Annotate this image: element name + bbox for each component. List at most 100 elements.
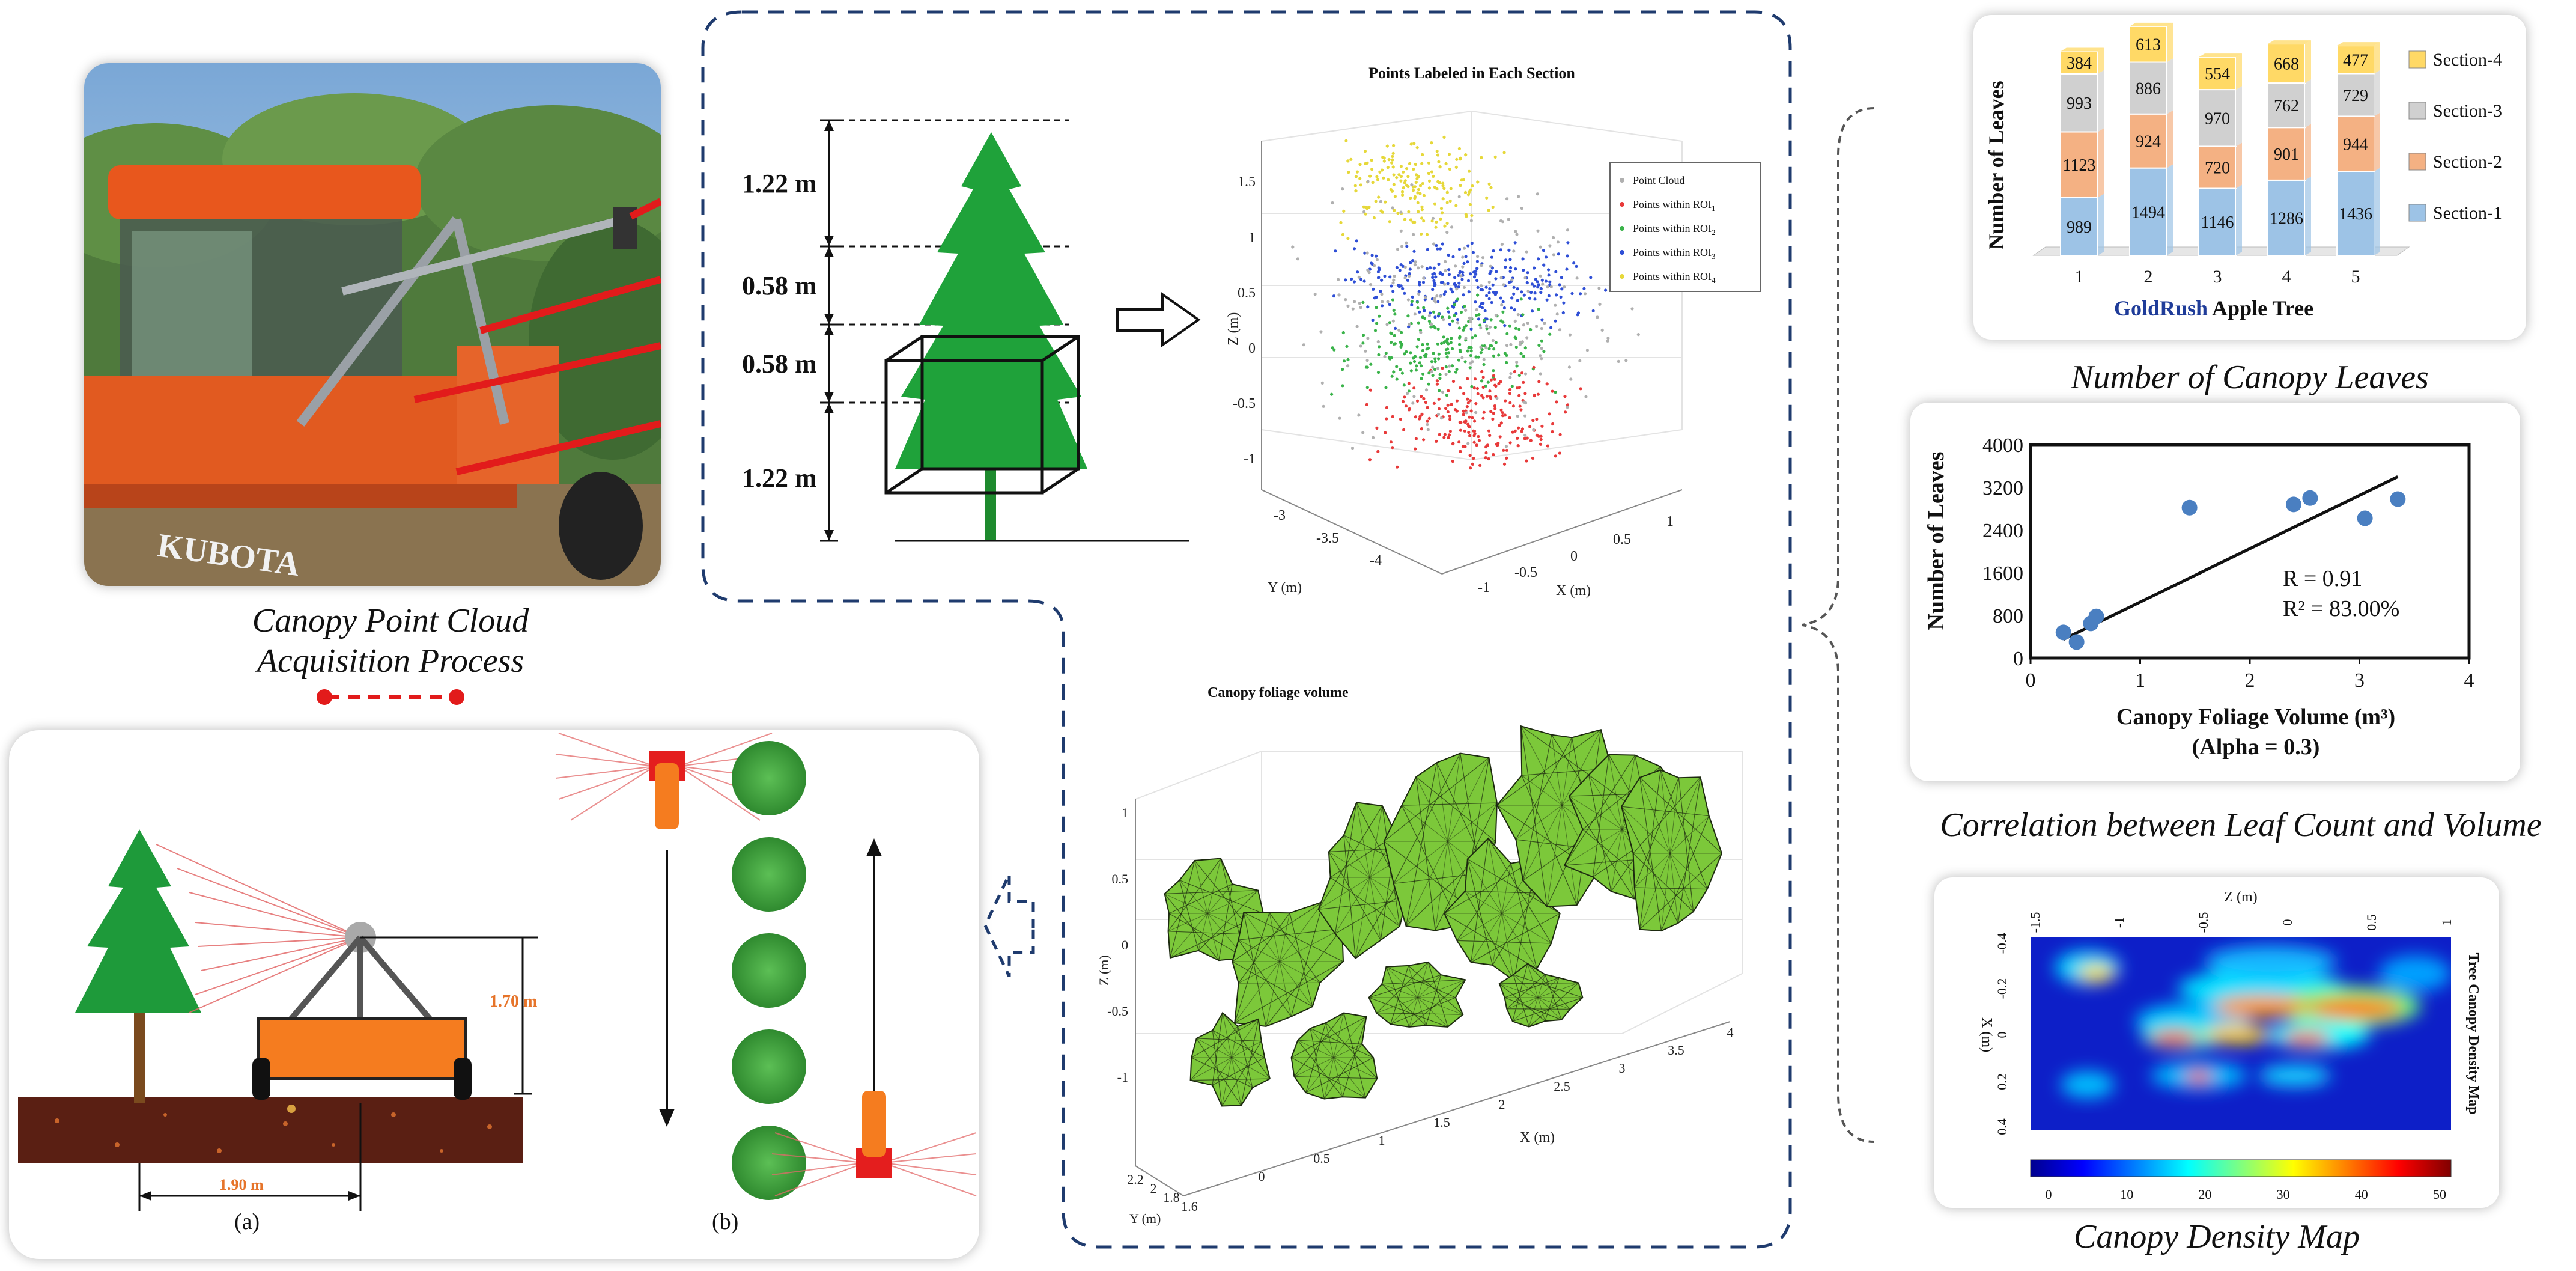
section-height-4: 1.22 m — [742, 169, 817, 198]
points-z-tick: 0 — [1248, 341, 1256, 356]
cloud-dot — [1438, 373, 1442, 376]
cloud-dot — [1376, 178, 1380, 181]
cloud-dot — [1427, 371, 1431, 375]
volume-y-tick: 2 — [1150, 1181, 1157, 1196]
cloud-dot — [1476, 392, 1480, 396]
bar-segment — [2198, 89, 2237, 147]
cloud-dot — [1425, 233, 1429, 236]
cloud-dot — [1406, 314, 1410, 318]
cloud-dot — [1584, 292, 1587, 296]
cloud-dot — [1551, 430, 1554, 434]
cloud-dot — [1487, 347, 1491, 350]
cloud-dot — [1484, 445, 1488, 449]
tree-sections-diagram: 1.22 m 0.58 m 0.58 m 1.22 m — [742, 119, 1201, 542]
mesh-edge — [1408, 965, 1463, 1015]
cloud-dot — [1585, 349, 1589, 352]
mesh-edge — [1290, 901, 1324, 1017]
cloud-dot — [1529, 328, 1533, 332]
cloud-dot — [1492, 412, 1495, 415]
mesh-edge — [1196, 1038, 1232, 1058]
bar-top — [2130, 22, 2173, 26]
heat-x-tick: 0.5 — [2364, 914, 2379, 931]
cloud-dot — [1446, 403, 1450, 407]
panel-a-label: (a) — [234, 1209, 260, 1234]
cloud-dot — [1338, 416, 1341, 420]
cloud-dot — [1480, 156, 1483, 159]
cloud-dot — [1390, 374, 1394, 378]
cloud-dot — [1382, 159, 1386, 163]
cloud-dot — [1488, 272, 1492, 275]
cloud-dot — [1465, 215, 1468, 218]
cloud-dot — [1536, 392, 1540, 396]
mesh-edge — [1238, 928, 1343, 940]
cloud-dot — [1380, 293, 1384, 296]
mesh-edge — [1244, 912, 1344, 962]
cloud-dot — [1502, 151, 1506, 154]
cloud-dot — [1445, 355, 1449, 359]
cloud-dot — [1385, 417, 1388, 421]
mesh-edge — [1212, 1030, 1232, 1058]
cloud-dot — [1532, 428, 1536, 431]
cloud-dot — [1555, 400, 1558, 404]
bar-segment — [2336, 45, 2375, 75]
mesh-edge — [1588, 775, 1623, 830]
heat-y-tick: -0.2 — [1994, 978, 2009, 999]
cloud-dot — [1450, 337, 1453, 340]
cloud-dot — [1604, 288, 1608, 292]
cloud-dot — [1341, 187, 1344, 191]
mesh-edge — [1212, 1057, 1265, 1086]
cloud-dot — [1435, 243, 1438, 248]
cloud-dot — [1439, 207, 1444, 210]
mesh-edge — [1333, 1057, 1366, 1098]
cloud-dot — [1461, 255, 1465, 259]
cloud-dot — [1575, 276, 1579, 280]
cloud-dot — [1441, 367, 1444, 370]
cloud-dot — [1463, 190, 1468, 194]
cloud-dot — [1490, 255, 1493, 259]
cloud-dot — [1558, 433, 1562, 436]
cloud-dot — [1520, 206, 1523, 210]
cloud-dot — [1472, 440, 1476, 444]
cloud-dot — [1468, 425, 1471, 429]
cloud-dot — [1417, 187, 1420, 192]
cloud-dot — [1393, 209, 1396, 212]
cloud-dot — [1521, 257, 1525, 261]
cloud-dot — [1441, 197, 1445, 201]
mesh-edge — [1551, 734, 1563, 806]
cloud-dot — [1512, 249, 1516, 253]
cloud-dot — [1385, 323, 1389, 326]
cloud-dot — [1502, 283, 1505, 287]
mesh-edge — [1289, 913, 1313, 1007]
heat-y-tick: 0 — [1994, 1032, 2009, 1038]
cloud-dot — [1468, 454, 1472, 457]
cloud-dot — [1374, 254, 1378, 258]
mesh-edge — [1447, 757, 1489, 842]
cloud-dot — [1474, 300, 1477, 304]
mesh-edge — [1170, 860, 1195, 958]
cloud-dot — [1544, 279, 1548, 283]
mesh-edge — [1265, 928, 1343, 1027]
cloud-dot — [1363, 150, 1367, 153]
mesh-edge — [1232, 961, 1313, 1007]
cloud-dot — [1399, 284, 1403, 288]
cloud-dot — [1383, 355, 1387, 358]
cloud-dot — [1402, 428, 1406, 432]
cloud-dot — [1439, 281, 1443, 284]
bar-value-label: 1436 — [2339, 205, 2372, 224]
legend-label-point-cloud: Point Cloud — [1633, 174, 1685, 186]
correlation-scatter-card: Number of Leaves 0 800 1600 2400 3200 4000 0 1 2… — [1910, 403, 2520, 781]
cloud-dot — [1591, 309, 1595, 312]
cloud-dot — [1339, 221, 1343, 224]
cloud-dot — [1589, 276, 1593, 279]
cloud-dot — [1346, 237, 1350, 240]
cloud-dot — [1464, 308, 1468, 312]
scatter-x-tick: 1 — [2135, 669, 2145, 692]
cloud-dot — [1342, 209, 1346, 213]
cloud-dot — [1426, 342, 1429, 346]
cloud-dot — [1438, 272, 1442, 275]
cloud-dot — [1462, 413, 1465, 416]
cloud-dot — [1399, 340, 1402, 344]
cloud-dot — [1366, 268, 1370, 272]
scan-setup-diagram: 1.70 m 1.90 m (a) — [18, 733, 977, 1234]
cloud-dot — [1330, 392, 1334, 396]
